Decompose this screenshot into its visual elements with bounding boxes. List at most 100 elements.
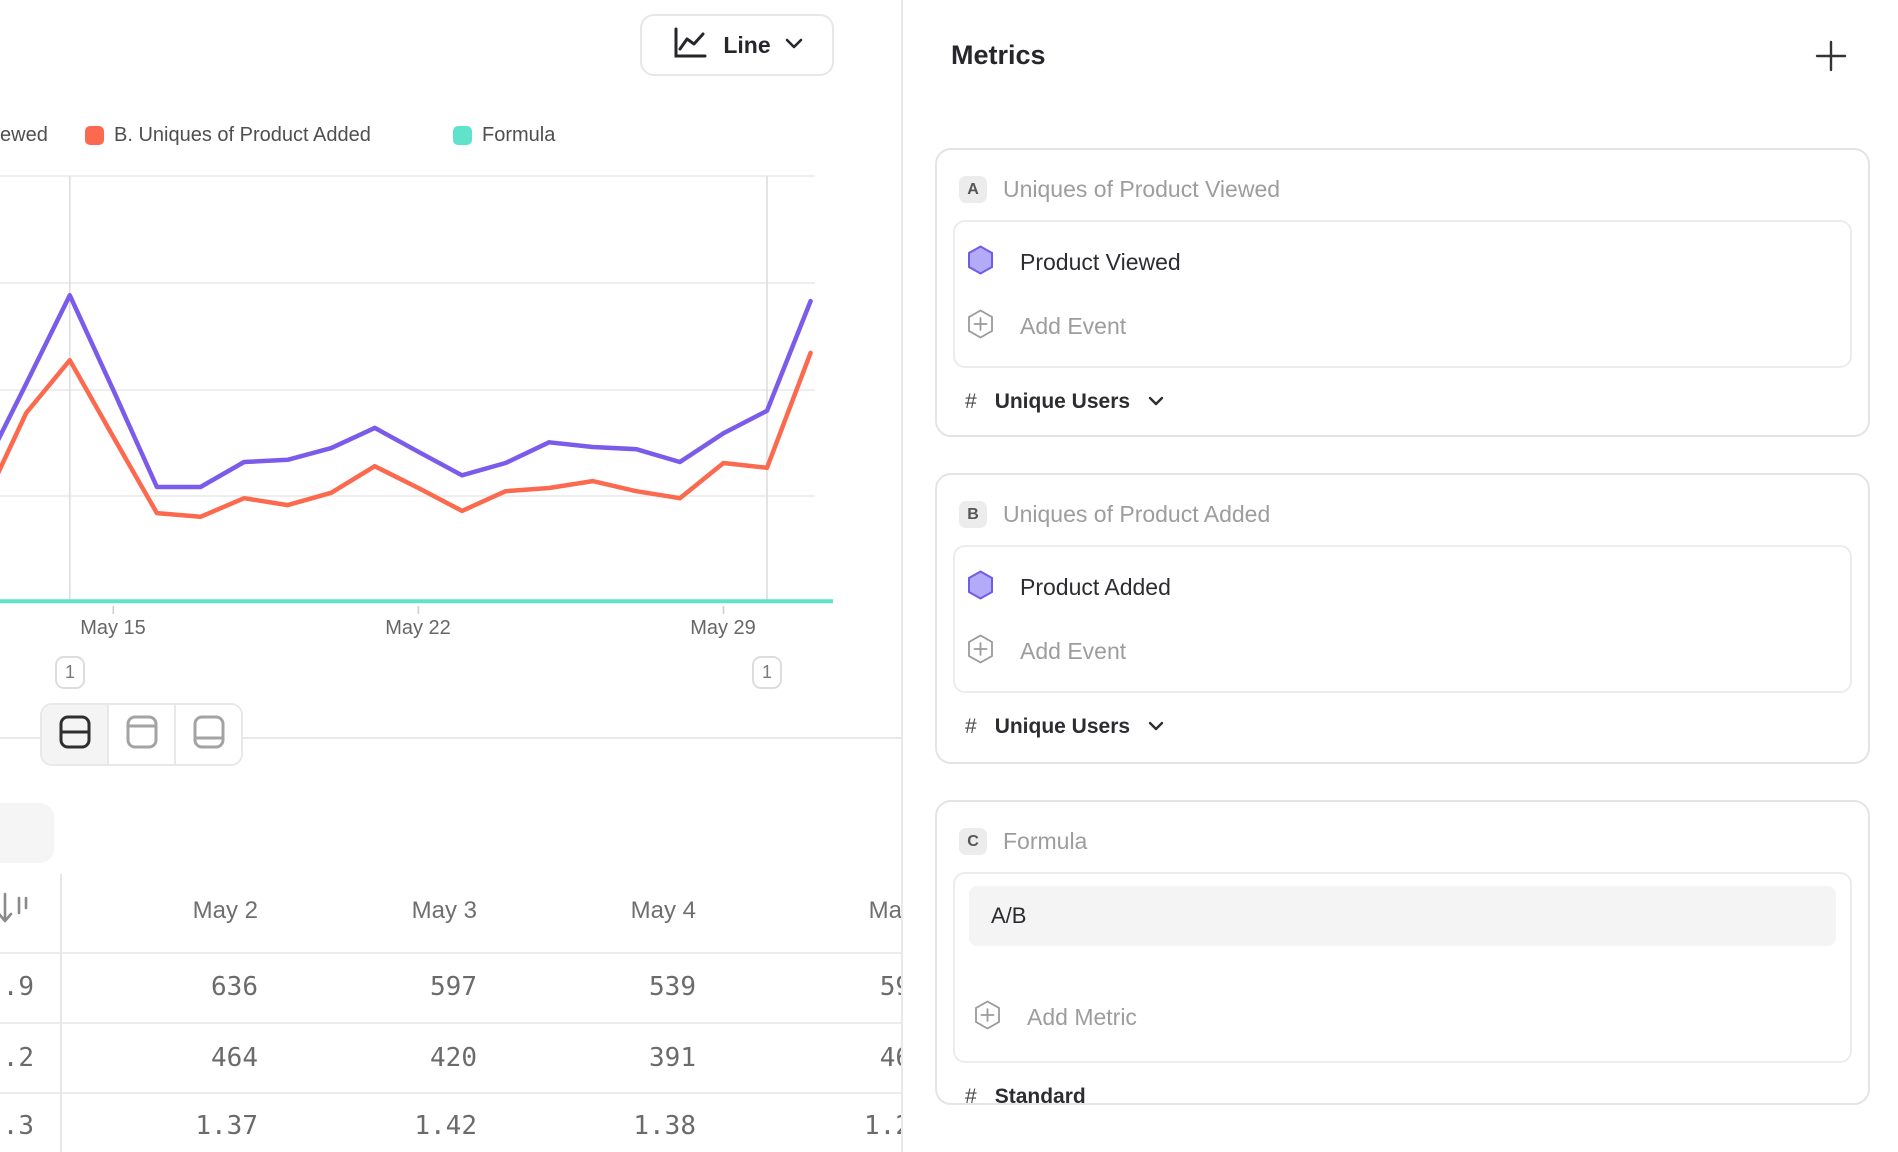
metric-card-header: A Uniques of Product Viewed [959,176,1868,203]
table-cell: 1.2 [864,1111,901,1141]
table-tab-chip[interactable] [0,803,54,863]
add-event-row[interactable]: Add Event [967,619,1850,683]
row-divider [0,1092,901,1094]
metric-badge: A [959,176,987,203]
annotation-badge[interactable]: 1 [55,656,85,689]
chevron-down-icon [1148,393,1164,411]
add-event-hexagon-plus-icon [967,633,994,669]
plus-icon [1815,40,1847,72]
metric-card-formula: C Formula A/B Add Metric [935,800,1870,1108]
column-header[interactable]: May 4 [630,897,696,924]
number-type-icon: # [965,715,977,738]
chart-type-label: Line [723,31,771,58]
table-cell: 1.42 [414,1111,477,1141]
legend-label: B. Uniques of Product Added [114,124,371,146]
event-row[interactable]: Product Added [967,555,1850,619]
legend-swatch-orange [85,126,104,145]
metric-card-title: Uniques of Product Viewed [1003,176,1281,202]
event-row[interactable]: Product Viewed [967,230,1850,294]
measure-dropdown[interactable]: # Unique Users [965,715,1868,739]
chart-view-button[interactable] [107,705,174,764]
split-view-icon [57,714,93,755]
metric-card-b: B Uniques of Product Added Product Added [935,473,1870,764]
number-type-icon: # [965,390,977,413]
event-name: Product Added [1020,573,1171,600]
formula-editor: A/B Add Metric [953,872,1852,1063]
legend-item-b[interactable]: B. Uniques of Product Added [85,124,371,147]
table-cell: 597 [430,972,477,1002]
table-cell: 391 [649,1043,696,1073]
legend-label: ewed [0,124,48,146]
measure-label: Unique Users [994,715,1131,738]
table-cell: 1.38 [633,1111,696,1141]
metric-badge: C [959,828,987,855]
add-event-row[interactable]: Add Event [967,294,1850,358]
column-header[interactable]: May 2 [192,897,258,924]
legend-swatch-teal [453,126,472,145]
frozen-cell: .3 [2,1111,34,1141]
add-event-hexagon-plus-icon [967,308,994,344]
frozen-cell: .9 [2,972,34,1002]
number-type-icon: # [965,1085,977,1108]
table-cell: 46 [879,1043,901,1073]
split-view-button[interactable] [42,705,107,764]
metrics-panel: Metrics A Uniques of Product Viewed P [901,0,1898,1152]
x-axis-label: May 15 [80,617,146,639]
sort-icon[interactable] [0,892,34,935]
line-chart-canvas[interactable] [0,170,850,640]
event-name: Product Viewed [1020,248,1181,275]
divider [0,737,901,739]
event-hexagon-icon [967,569,994,605]
row-divider [0,1022,901,1024]
frozen-column-divider [60,874,62,1152]
x-axis-label: May 29 [690,617,756,639]
add-metric-row[interactable]: Add Metric [974,985,1836,1049]
column-header[interactable]: May 3 [411,897,477,924]
table-cell: 59 [879,972,901,1002]
table-view-icon [191,714,227,755]
chart-type-selector[interactable]: Line [640,14,834,76]
annotation-badge[interactable]: 1 [752,656,782,689]
metric-card-header: C Formula [959,828,1868,855]
table-cell: 636 [211,972,258,1002]
table-cell: 1.37 [195,1111,258,1141]
table-header-divider [0,952,901,954]
chevron-down-icon [785,36,803,54]
metric-card-title: Formula [1003,828,1088,854]
event-list: Product Viewed Add Event [953,220,1852,368]
legend-item-a-partial[interactable]: ewed [0,124,48,147]
table-cell: 539 [649,972,696,1002]
metric-card-a: A Uniques of Product Viewed Product View… [935,148,1870,437]
measure-label: Standard [994,1085,1086,1108]
layout-toggle-group [40,703,243,766]
chevron-down-icon [1148,718,1164,736]
add-event-label: Add Event [1020,312,1127,339]
table-view-button[interactable] [174,705,241,764]
chart-view-icon [124,714,160,755]
metric-badge: B [959,501,987,528]
event-list: Product Added Add Event [953,545,1852,693]
formula-input[interactable]: A/B [969,886,1836,946]
add-metric-plus-button[interactable] [1811,36,1851,76]
x-axis-label: May 22 [385,617,451,639]
table-cell: 420 [430,1043,477,1073]
measure-dropdown[interactable]: # Unique Users [965,390,1868,414]
metric-card-title: Uniques of Product Added [1003,501,1271,527]
metric-card-header: B Uniques of Product Added [959,501,1868,528]
event-hexagon-icon [967,244,994,280]
frozen-cell: .2 [2,1043,34,1073]
measure-dropdown[interactable]: # Standard [965,1085,1868,1109]
add-event-label: Add Event [1020,637,1127,664]
column-header[interactable]: May [868,897,901,924]
legend-label: Formula [482,124,556,146]
measure-label: Unique Users [994,390,1131,413]
formula-value: A/B [991,903,1027,928]
chart-pane: Line ewed B. Uniques of Product Added Fo… [0,0,901,1152]
legend-item-formula[interactable]: Formula [453,124,555,147]
add-metric-hexagon-plus-icon [974,999,1001,1035]
add-metric-label: Add Metric [1027,1003,1137,1030]
metrics-panel-title: Metrics [951,40,1046,70]
line-chart-icon [671,26,709,65]
chart-legend: ewed B. Uniques of Product Added Formula [0,124,901,156]
